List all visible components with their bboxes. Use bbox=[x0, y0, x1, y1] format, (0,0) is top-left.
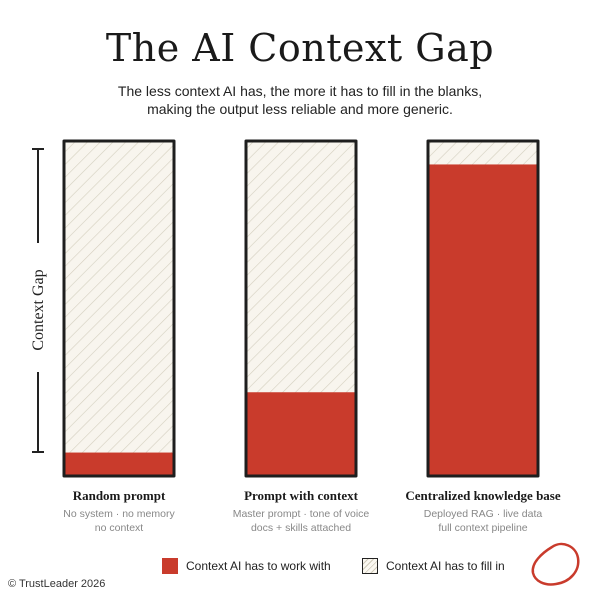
category-desc-line-1: Master prompt · tone of voice bbox=[232, 508, 370, 520]
category-desc-line-2: docs + skills attached bbox=[250, 522, 352, 534]
bar-gap-0 bbox=[64, 141, 174, 476]
legend-item-fill-in: Context AI has to fill in bbox=[362, 558, 505, 574]
legend-swatch-filled bbox=[162, 558, 178, 574]
category-label: Prompt with context bbox=[244, 488, 358, 503]
bar-context-0 bbox=[64, 452, 174, 476]
page-title: The AI Context Gap bbox=[105, 26, 495, 70]
category-random-prompt: Random prompt No system · no memory no c… bbox=[24, 488, 214, 535]
category-desc-line-2: no context bbox=[94, 522, 144, 534]
subtitle-line-1: The less context AI has, the more it has… bbox=[117, 83, 483, 99]
logo-shape bbox=[531, 542, 580, 586]
context-gap-axis: Context Gap bbox=[30, 148, 47, 453]
subtitle: The less context AI has, the more it has… bbox=[90, 82, 510, 118]
category-centralized-knowledge-base: Centralized knowledge base Deployed RAG … bbox=[388, 488, 578, 535]
bar-outline-1 bbox=[244, 139, 358, 478]
subtitle-line-2: making the output less reliable and more… bbox=[147, 101, 453, 117]
category-label: Random prompt bbox=[72, 488, 166, 503]
category-label: Centralized knowledge base bbox=[405, 488, 561, 503]
bar-context-1 bbox=[246, 392, 356, 476]
logo-mark bbox=[531, 542, 580, 586]
copyright: © TrustLeader 2026 bbox=[8, 578, 106, 590]
legend-item-work-with: Context AI has to work with bbox=[162, 558, 331, 574]
axis-label: Context Gap bbox=[30, 269, 47, 350]
bar-outline-0 bbox=[62, 139, 176, 478]
category-desc-line-1: No system · no memory bbox=[63, 508, 175, 520]
category-desc-line-1: Deployed RAG · live data bbox=[423, 508, 543, 520]
legend-label-fill-in: Context AI has to fill in bbox=[386, 559, 505, 573]
legend-label-work-with: Context AI has to work with bbox=[186, 559, 331, 573]
category-desc-line-2: full context pipeline bbox=[438, 522, 528, 534]
legend-swatch-hatched bbox=[362, 558, 378, 574]
bar-context-2 bbox=[428, 164, 538, 476]
bar-outline-2 bbox=[426, 139, 540, 478]
category-prompt-with-context: Prompt with context Master prompt · tone… bbox=[206, 488, 396, 535]
bars-group bbox=[62, 139, 540, 478]
